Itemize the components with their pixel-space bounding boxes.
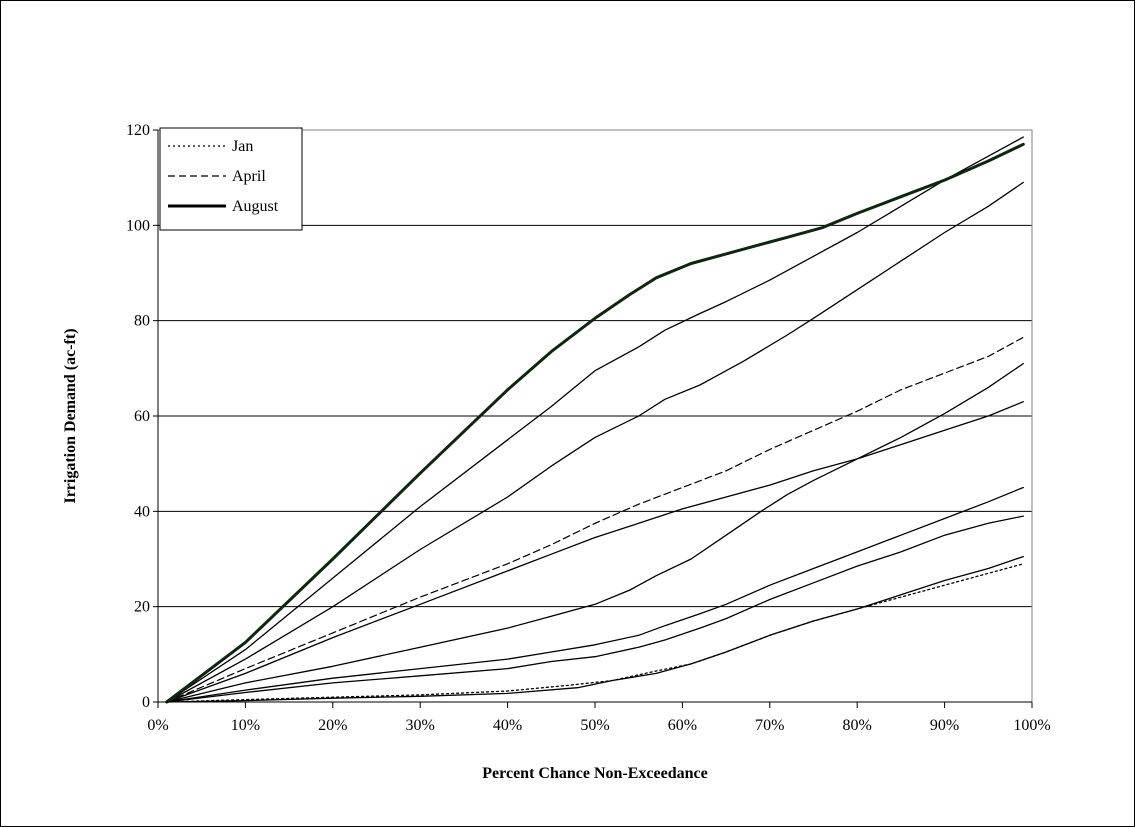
series-line-jan — [166, 563, 1024, 703]
legend: Jan April August — [159, 127, 303, 231]
y-tick-label: 100 — [126, 217, 150, 234]
x-tick-labels: 0% 10% 20% 30% 40% 50% 60% 70% 80% 90% 100% — [147, 717, 1050, 734]
y-tick-label: 120 — [126, 122, 150, 139]
x-tick-label: 90% — [930, 717, 959, 734]
x-tick-label: 70% — [755, 717, 784, 734]
x-tick-label: 60% — [668, 717, 697, 734]
x-tick-label: 100% — [1013, 717, 1050, 734]
axes — [153, 129, 1033, 708]
x-tick-label: 80% — [843, 717, 872, 734]
legend-label: April — [232, 168, 266, 185]
series-line-august — [165, 142, 1025, 704]
x-tick-label: 50% — [580, 717, 609, 734]
y-tick-label: 40 — [134, 503, 150, 520]
legend-label: Jan — [232, 138, 253, 155]
x-axis-title: Percent Chance Non-Exceedance — [482, 765, 707, 782]
series-line — [166, 401, 1024, 703]
series-line — [166, 181, 1024, 703]
legend-label: August — [232, 198, 279, 215]
series-line — [166, 362, 1024, 703]
y-tick-label: 60 — [134, 408, 150, 425]
legend-box — [159, 127, 303, 231]
y-tick-label: 20 — [134, 599, 150, 616]
x-tick-label: 10% — [231, 717, 260, 734]
y-tick-labels: 0 20 40 60 80 100 120 — [126, 122, 150, 711]
x-tick-label: 20% — [318, 717, 347, 734]
x-tick-label: 30% — [406, 717, 435, 734]
series-line-april — [166, 336, 1024, 703]
series-lines — [165, 136, 1025, 704]
series-line — [166, 555, 1024, 703]
series-line — [166, 136, 1024, 703]
y-tick-label: 0 — [142, 694, 150, 711]
y-tick-label: 80 — [134, 313, 150, 330]
gridlines — [158, 224, 1032, 608]
series-line — [166, 515, 1024, 703]
x-tick-label: 40% — [493, 717, 522, 734]
x-tick-label: 0% — [147, 717, 168, 734]
y-axis-title: Irrigation Demand (ac-ft) — [62, 328, 79, 503]
series-line — [166, 486, 1024, 703]
